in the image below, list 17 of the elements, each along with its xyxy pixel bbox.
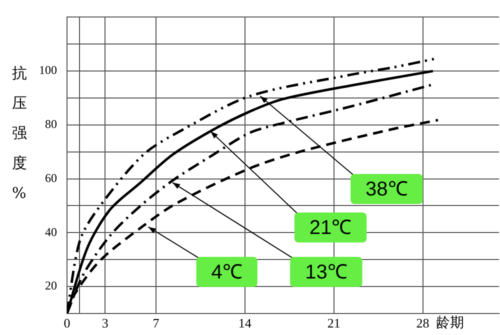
x-tick-label: 0 xyxy=(64,316,70,331)
x-tick-label: 21 xyxy=(327,316,340,331)
y-tick-label: 20 xyxy=(45,278,57,293)
y-tick-label: 100 xyxy=(39,63,57,78)
annotation: 13℃ xyxy=(305,261,348,284)
annotation: 4℃ xyxy=(211,261,242,284)
annotation: 38℃ xyxy=(366,178,408,201)
x-tick-label: 7 xyxy=(152,316,160,331)
x-axis-title: 龄期 xyxy=(436,314,464,332)
y-tick-label: 80 xyxy=(45,117,57,132)
y-axis-title: 抗压强度% xyxy=(12,63,28,204)
x-tick-label: 3 xyxy=(102,316,108,331)
x-tick-label: 28 xyxy=(416,316,430,331)
x-tick-label: 14 xyxy=(238,316,252,331)
annotation: 21℃ xyxy=(309,217,352,240)
y-tick-label: 60 xyxy=(45,170,57,185)
y-tick-label: 40 xyxy=(45,224,57,239)
